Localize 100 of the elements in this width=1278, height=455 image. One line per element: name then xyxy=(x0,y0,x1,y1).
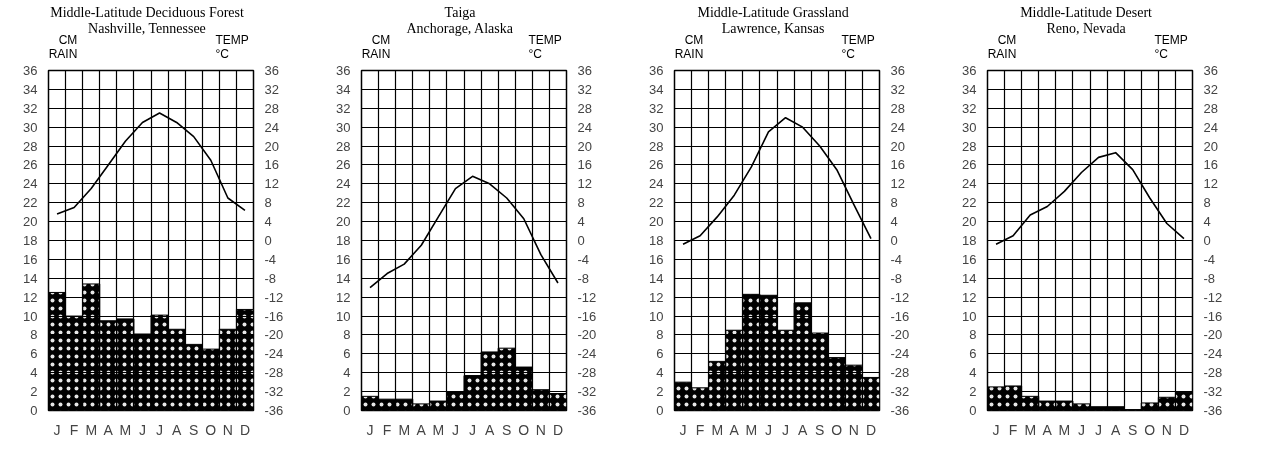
y2-tick-label: -12 xyxy=(890,289,910,305)
y-tick-label: 0 xyxy=(656,403,664,418)
y2-tick-label: -28 xyxy=(1203,365,1223,381)
y2-tick-label: -4 xyxy=(577,251,590,267)
x-tick-label: F xyxy=(1008,421,1018,438)
y-tick-label: 20 xyxy=(962,214,977,230)
y2-tick-label: 8 xyxy=(264,195,272,211)
y-tick-label: 10 xyxy=(336,308,351,324)
x-tick-label: M xyxy=(1024,421,1037,438)
x-tick-label: J xyxy=(764,421,772,438)
x-tick-label: A xyxy=(171,421,182,438)
x-tick-label: O xyxy=(518,421,530,438)
y-tick-label: 14 xyxy=(336,270,351,286)
x-tick-label: D xyxy=(239,421,251,438)
y2-tick-label: -20 xyxy=(577,327,597,343)
y-tick-label: 34 xyxy=(649,81,664,97)
y-tick-label: 32 xyxy=(23,100,38,116)
y-tick-label: 34 xyxy=(962,81,977,97)
y-tick-label: 26 xyxy=(336,157,351,173)
x-tick-label: M xyxy=(85,421,98,438)
y2-tick-label: -12 xyxy=(577,289,597,305)
y2-tick-label: 16 xyxy=(1203,157,1218,173)
y2-tick-label: -28 xyxy=(577,365,597,381)
y2-tick-label: -28 xyxy=(264,365,284,381)
y-tick-label: 20 xyxy=(23,214,38,230)
y2-tick-label: -16 xyxy=(577,308,597,324)
y-tick-label: 14 xyxy=(962,270,977,286)
y-tick-label: 24 xyxy=(962,176,977,192)
x-tick-label: J xyxy=(1095,421,1103,438)
x-tick-label: M xyxy=(745,421,758,438)
y-tick-label: 36 xyxy=(649,63,664,78)
y2-tick-label: -36 xyxy=(890,403,910,418)
x-tick-label: F xyxy=(695,421,705,438)
y2-tick-label: 24 xyxy=(264,119,279,135)
y-tick-label: 2 xyxy=(969,384,977,400)
y-tick-label: 14 xyxy=(23,270,38,286)
y-tick-label: 34 xyxy=(336,81,351,97)
x-tick-label: M xyxy=(119,421,132,438)
x-tick-label: F xyxy=(69,421,79,438)
y-tick-label: 24 xyxy=(649,176,664,192)
chart-title: Taiga xyxy=(444,5,477,20)
y2-tick-label: 8 xyxy=(1203,195,1211,211)
y2-tick-label: 12 xyxy=(1203,176,1218,192)
x-tick-label: M xyxy=(398,421,411,438)
y-tick-label: 30 xyxy=(649,119,664,135)
y2-tick-label: 0 xyxy=(1203,233,1211,248)
y-tick-label: 12 xyxy=(962,289,977,305)
y-tick-label: 8 xyxy=(343,327,351,343)
x-tick-label: M xyxy=(432,421,445,438)
y-tick-label: 24 xyxy=(336,176,351,192)
y2-tick-label: -4 xyxy=(1203,251,1216,267)
x-tick-label: A xyxy=(797,421,808,438)
x-tick-label: J xyxy=(53,421,61,438)
y-tick-label: 22 xyxy=(962,195,977,211)
y2-axis-title: TEMP °C xyxy=(1154,32,1188,61)
y-tick-label: 2 xyxy=(656,384,664,400)
x-tick-label: A xyxy=(416,421,427,438)
y2-tick-label: 8 xyxy=(577,195,585,211)
y2-tick-label: -16 xyxy=(264,308,284,324)
y2-tick-label: 32 xyxy=(264,81,279,97)
y2-tick-label: -28 xyxy=(890,365,910,381)
y-tick-label: 16 xyxy=(336,251,351,267)
y-tick-label: 14 xyxy=(649,270,664,286)
y2-tick-label: -4 xyxy=(264,251,277,267)
y-tick-label: 34 xyxy=(23,81,38,97)
y2-tick-label: 24 xyxy=(1203,119,1218,135)
x-tick-label: A xyxy=(103,421,114,438)
y2-tick-label: -8 xyxy=(1203,270,1216,286)
y2-tick-label: 20 xyxy=(1203,138,1218,154)
chart-title: Middle-Latitude Deciduous Forest xyxy=(50,5,244,20)
y-tick-label: 20 xyxy=(649,214,664,230)
y2-tick-label: -4 xyxy=(890,251,903,267)
y-tick-label: 2 xyxy=(343,384,351,400)
chart-subtitle: Nashville, Tennessee xyxy=(88,21,206,36)
y-tick-label: 16 xyxy=(962,251,977,267)
y-tick-label: 6 xyxy=(343,346,351,362)
y2-tick-label: 24 xyxy=(577,119,592,135)
y-tick-label: 8 xyxy=(656,327,664,343)
y2-tick-label: 12 xyxy=(577,176,592,192)
y-tick-label: 0 xyxy=(343,403,351,418)
y-axis-title: CM RAIN xyxy=(987,32,1017,61)
y2-tick-label: 36 xyxy=(1203,63,1218,78)
y2-tick-label: 28 xyxy=(1203,100,1218,116)
y-tick-label: 26 xyxy=(962,157,977,173)
y2-tick-label: 28 xyxy=(577,100,592,116)
x-tick-label: M xyxy=(711,421,724,438)
x-tick-label: D xyxy=(552,421,564,438)
y-tick-label: 28 xyxy=(336,138,351,154)
x-tick-label: N xyxy=(535,421,546,438)
x-tick-label: S xyxy=(502,421,512,438)
y2-tick-label: -36 xyxy=(1203,403,1223,418)
y2-tick-label: 32 xyxy=(577,81,592,97)
x-tick-label: J xyxy=(1077,421,1085,438)
x-tick-label: N xyxy=(1161,421,1172,438)
y2-tick-label: 16 xyxy=(264,157,279,173)
y-tick-label: 28 xyxy=(649,138,664,154)
y2-tick-label: 4 xyxy=(1203,214,1211,230)
y-tick-label: 0 xyxy=(969,403,977,418)
y2-tick-label: 0 xyxy=(577,233,585,248)
y2-tick-label: 0 xyxy=(264,233,272,248)
